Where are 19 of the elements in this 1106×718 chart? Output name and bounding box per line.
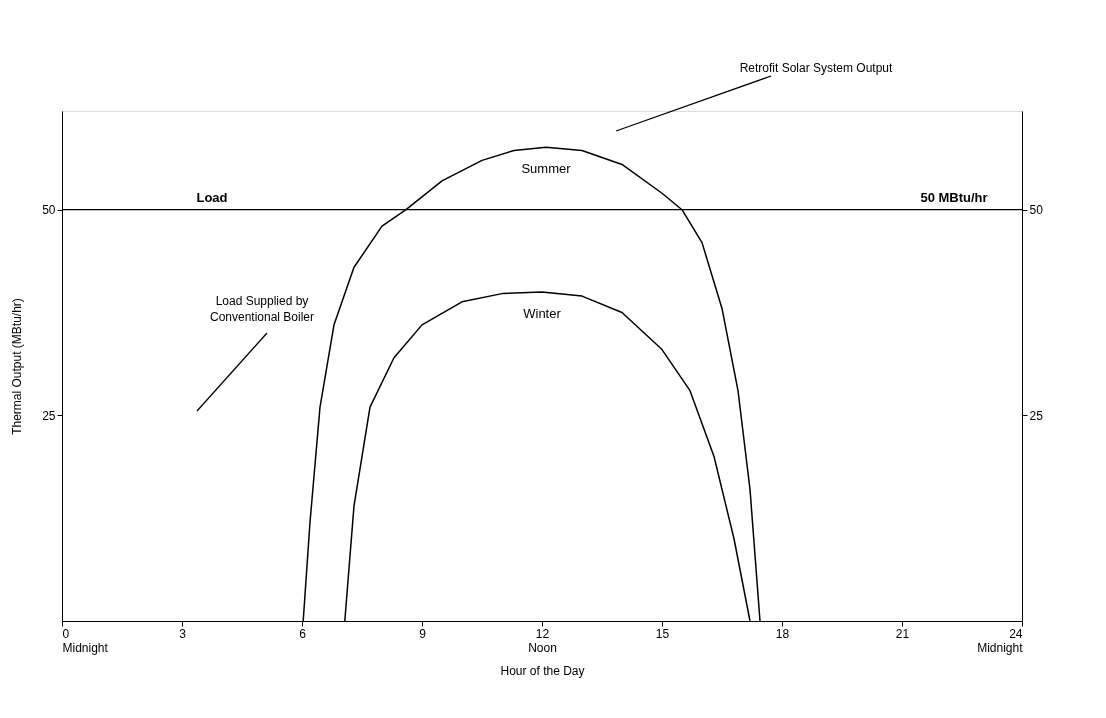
series-label: Winter [523, 305, 562, 321]
x-tick-label: 18 [775, 626, 790, 641]
x-tick-label: 12 Noon [528, 626, 557, 655]
annotation: 50 MBtu/hr [920, 189, 988, 205]
x-tick-label: 9 [419, 626, 427, 641]
x-tick-label: 24 Midnight [977, 626, 1024, 655]
x-axis-title: Hour of the Day [500, 663, 585, 678]
x-tick-label: 0 Midnight [62, 626, 109, 655]
y2-tick-label: 50 [1029, 203, 1044, 218]
x-tick-label: 6 [299, 626, 307, 641]
ref-line-label: Load [196, 189, 228, 205]
series-label: Summer [521, 161, 572, 177]
annotation: Load Supplied by Conventional Boiler [209, 294, 315, 324]
x-tick-label: 3 [179, 626, 187, 641]
text: Retrofit Solar System Output [739, 61, 894, 75]
y-axis-title: Thermal Output (MBtu/hr) [10, 298, 25, 435]
x-tick-label: 15 [655, 626, 670, 641]
x-tick-label: 21 [895, 626, 910, 641]
y2-tick-label: 25 [1029, 408, 1044, 423]
